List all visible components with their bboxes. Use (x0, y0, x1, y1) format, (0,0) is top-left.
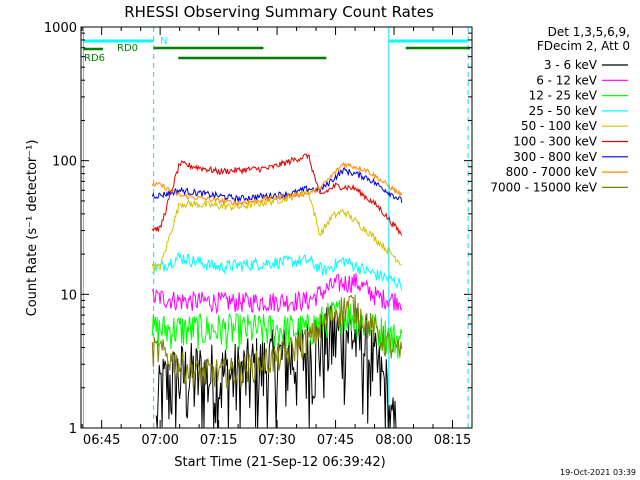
legend-entry-label: 50 - 100 keV (521, 119, 598, 133)
x-tick-label: 08:15 (434, 433, 471, 448)
x-tick-label: 07:30 (258, 433, 295, 448)
segment-label-n: N (160, 36, 167, 47)
x-tick-label: 06:45 (83, 433, 120, 448)
legend-header-line-2: FDecim 2, Att 0 (537, 39, 630, 53)
x-axis-label: Start Time (21-Sep-12 06:39:42) (174, 455, 385, 470)
x-tick-label: 07:00 (141, 433, 178, 448)
series-line-7 (151, 161, 403, 208)
y-tick-label: 100 (52, 155, 77, 170)
segment-label-rd0: RD0 (117, 43, 138, 54)
y-tick-label: 10 (60, 288, 77, 303)
series-line-4 (151, 187, 403, 273)
y-axis-label: Count Rate (s⁻¹ detector⁻¹) (25, 140, 40, 317)
legend-entry-label: 300 - 800 keV (513, 150, 597, 164)
x-tick-label: 07:15 (200, 433, 237, 448)
legend-entry-label: 12 - 25 keV (529, 89, 598, 103)
legend-entry-label: 7000 - 15000 keV (490, 180, 597, 194)
legend-entry-label: 6 - 12 keV (536, 73, 598, 87)
series-line-5 (151, 153, 403, 236)
footer-timestamp: 19-Oct-2021 03:39 (560, 468, 636, 477)
x-tick-label: 08:00 (375, 433, 412, 448)
segment-label-rd6: RD6 (84, 53, 105, 64)
legend-entry-label: 100 - 300 keV (513, 135, 597, 149)
legend-header-line-1: Det 1,3,5,6,9, (548, 25, 630, 39)
series-line-1 (151, 273, 403, 315)
series-line-8 (151, 294, 403, 391)
y-tick-label: 1000 (44, 21, 77, 36)
chart-title: RHESSI Observing Summary Count Rates (124, 3, 434, 21)
y-tick-label: 1 (69, 422, 77, 437)
series-line-3 (151, 251, 403, 291)
legend-entry-label: 25 - 50 keV (529, 104, 598, 118)
x-tick-label: 07:45 (317, 433, 354, 448)
legend-entry-label: 3 - 6 keV (544, 58, 598, 72)
plot-frame (80, 26, 473, 429)
legend-entry-label: 800 - 7000 keV (506, 165, 598, 179)
